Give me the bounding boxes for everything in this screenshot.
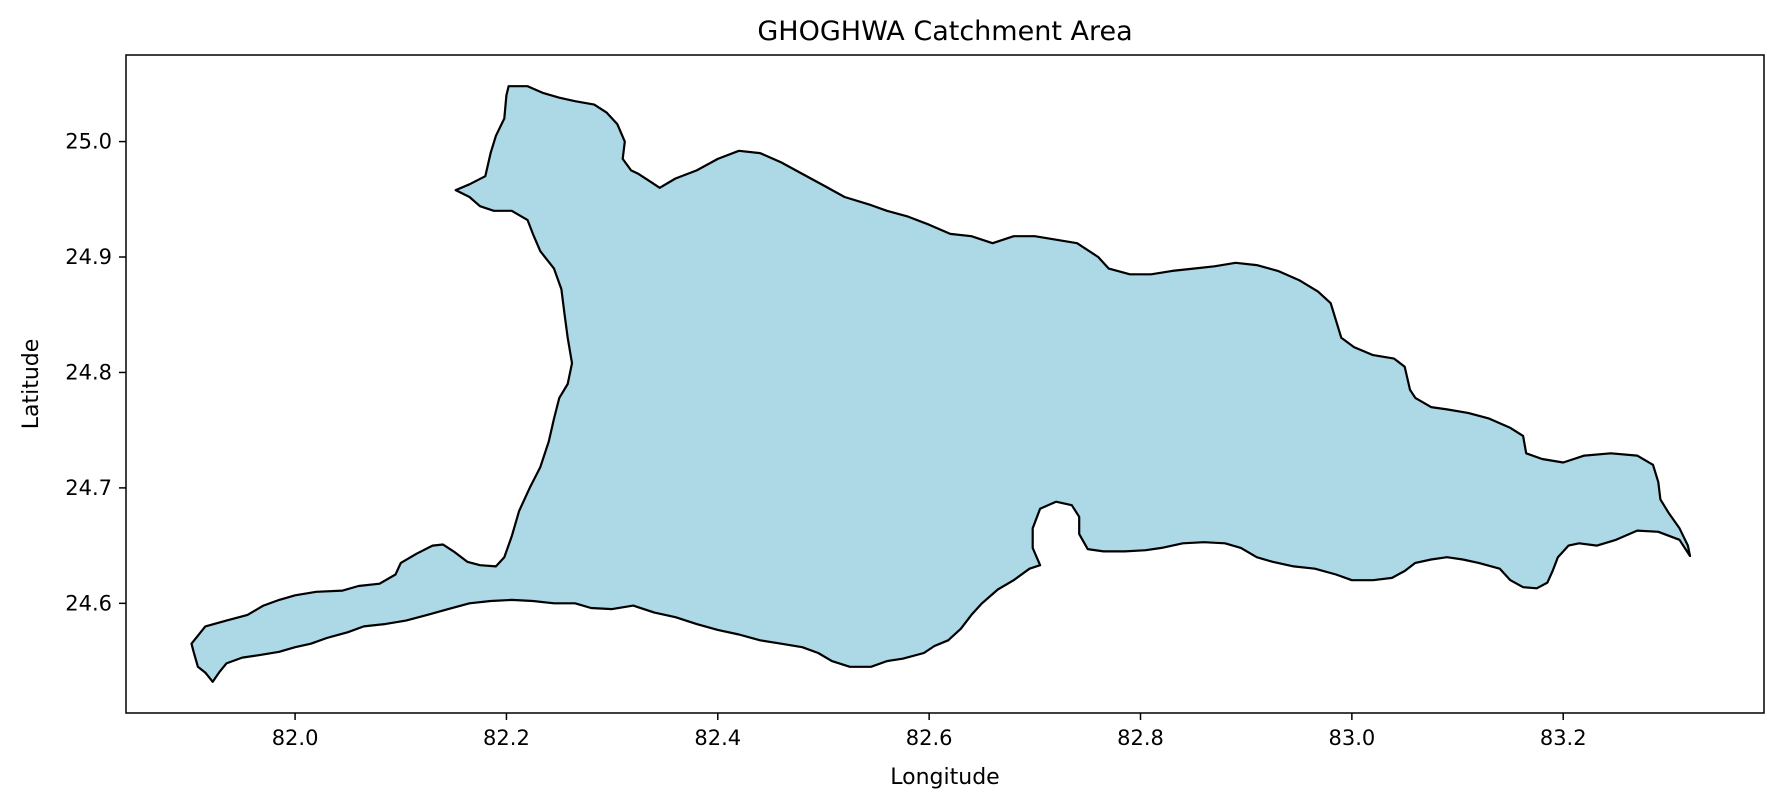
y-tick-label: 24.8 [65,360,112,384]
x-tick-label: 82.6 [906,726,953,750]
y-tick-label: 24.6 [65,591,112,615]
x-tick-label: 82.4 [694,726,741,750]
y-tick-label: 25.0 [65,130,112,154]
y-axis-ticks: 24.6 24.7 24.8 24.9 25.0 [65,130,126,615]
x-tick-label: 83.0 [1328,726,1375,750]
catchment-polygon [190,85,1692,683]
map-title: GHOGHWA Catchment Area [757,16,1132,47]
plot-area [190,85,1692,683]
x-axis-ticks: 82.0 82.2 82.4 82.6 82.8 83.0 83.2 [272,713,1587,750]
x-tick-label: 82.2 [483,726,530,750]
x-axis-label: Longitude [890,765,999,790]
x-tick-label: 82.8 [1117,726,1164,750]
y-tick-label: 24.7 [65,476,112,500]
x-tick-label: 82.0 [272,726,319,750]
axes-frame [125,54,1765,714]
y-axis-label: Latitude [19,339,44,430]
y-tick-label: 24.9 [65,245,112,269]
x-tick-label: 83.2 [1540,726,1587,750]
